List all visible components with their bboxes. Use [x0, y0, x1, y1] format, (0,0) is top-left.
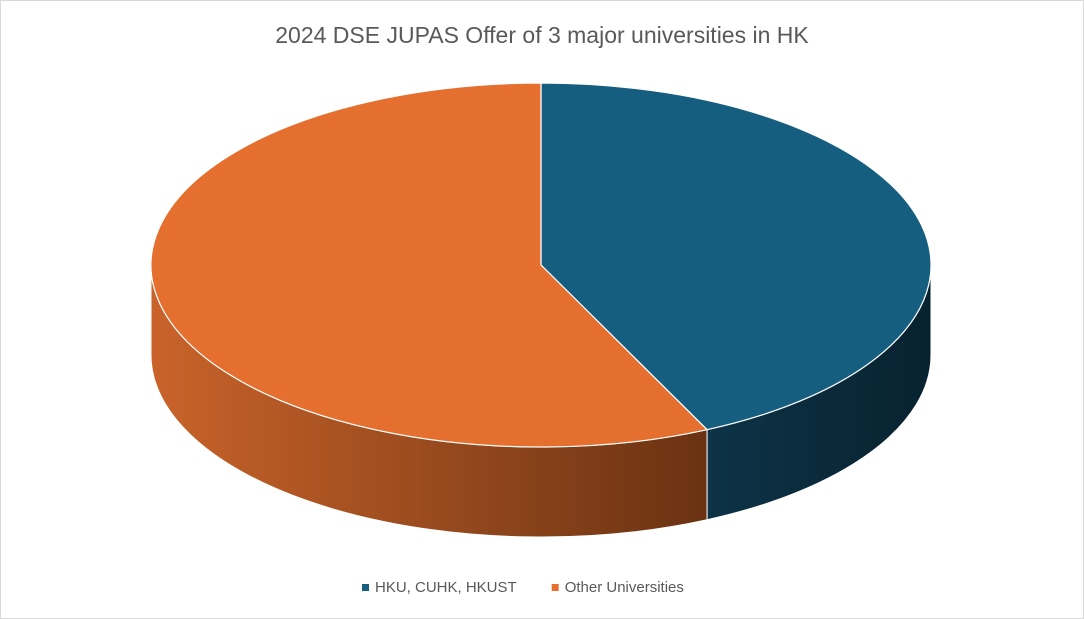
pie [150, 82, 932, 538]
legend-label: HKU, CUHK, HKUST [375, 579, 517, 596]
slice [150, 82, 709, 448]
slice [540, 82, 932, 431]
legend-label: Other Universities [565, 579, 684, 596]
legend-swatch [551, 584, 559, 591]
legend-swatch [362, 584, 369, 591]
chart-title: 2024 DSE JUPAS Offer of 3 major universi… [275, 22, 809, 48]
legend: HKU, CUHK, HKUST Other Universities [362, 579, 684, 596]
